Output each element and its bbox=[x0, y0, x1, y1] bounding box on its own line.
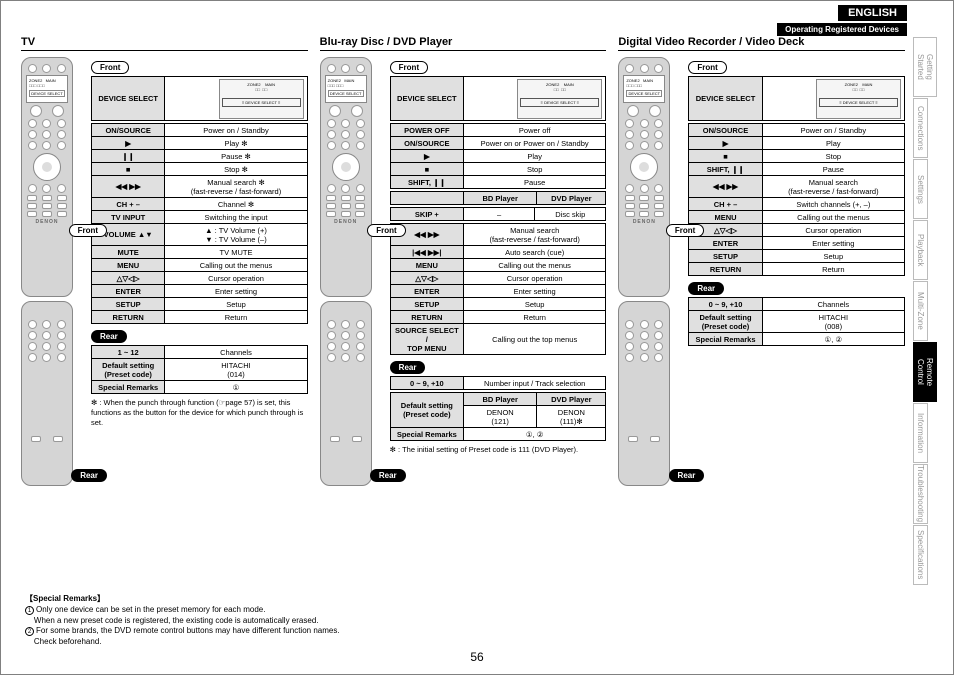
col-title: TV bbox=[21, 36, 308, 51]
side-tab[interactable]: Connections bbox=[913, 98, 928, 158]
col-title: Digital Video Recorder / Video Deck bbox=[618, 36, 905, 51]
content-columns: TV ZONE2 MAIN□□□ □□□DEVICE SELECT DENON … bbox=[21, 36, 905, 486]
side-tab[interactable]: Getting Started bbox=[913, 37, 937, 97]
rear-pill: Rear bbox=[688, 282, 724, 295]
front-pill: Front bbox=[390, 61, 428, 74]
special-remarks: 【Special Remarks】 1Only one device can b… bbox=[25, 594, 585, 648]
skip-table: SKIP +–Disc skip bbox=[390, 207, 607, 221]
device-select-panel: ZONE2 MAIN□□ □□≡ DEVICE SELECT ≡ bbox=[816, 79, 901, 119]
function-table: 1 ~ 12ChannelsDefault setting(Preset cod… bbox=[91, 345, 308, 394]
language-tag: ENGLISH bbox=[838, 5, 907, 21]
front-pill: Front bbox=[91, 61, 129, 74]
device-select-table: DEVICE SELECTZONE2 MAIN□□ □□≡ DEVICE SEL… bbox=[390, 76, 607, 121]
col-bluray: Blu-ray Disc / DVD Player ZONE2 MAIN□□□ … bbox=[320, 36, 607, 486]
side-tab[interactable]: Specifications bbox=[913, 525, 928, 585]
col-tv: TV ZONE2 MAIN□□□ □□□DEVICE SELECT DENON … bbox=[21, 36, 308, 486]
side-tab[interactable]: Remote Control bbox=[913, 342, 937, 402]
section-header: Operating Registered Devices bbox=[777, 23, 907, 36]
remote-front: ZONE2 MAIN□□□ □□□DEVICE SELECT DENON bbox=[320, 57, 372, 297]
function-table: ON/SOURCEPower on / Standby▶Play ✻❙❙Paus… bbox=[91, 123, 308, 324]
function-table: 0 ~ 9, +10ChannelsDefault setting(Preset… bbox=[688, 297, 905, 346]
split-table: BD PlayerDVD Player bbox=[390, 191, 607, 205]
side-tab[interactable]: Playback bbox=[913, 220, 928, 280]
device-select-table: DEVICE SELECTZONE2 MAIN□□ □□≡ DEVICE SEL… bbox=[688, 76, 905, 121]
page-number: 56 bbox=[470, 650, 483, 664]
col-title: Blu-ray Disc / DVD Player bbox=[320, 36, 607, 51]
rear-pill: Rear bbox=[91, 330, 127, 343]
remote-rear bbox=[618, 301, 670, 486]
function-table: ◀◀ ▶▶Manual search(fast-reverse / fast-f… bbox=[390, 223, 607, 355]
side-tab[interactable]: Information bbox=[913, 403, 928, 463]
remarks-title: 【Special Remarks】 bbox=[25, 594, 585, 605]
remote-front: ZONE2 MAIN□□□ □□□DEVICE SELECT DENON bbox=[618, 57, 670, 297]
remark-item: 2For some brands, the DVD remote control… bbox=[25, 626, 585, 648]
remark-item: 1Only one device can be set in the prese… bbox=[25, 605, 585, 627]
rear-split-table: Default setting(Preset code)BD PlayerDVD… bbox=[390, 392, 607, 441]
remote-front: ZONE2 MAIN□□□ □□□DEVICE SELECT DENON bbox=[21, 57, 73, 297]
side-tab[interactable]: Troubleshooting bbox=[913, 464, 928, 524]
rear-pill: Rear bbox=[390, 361, 426, 374]
front-pill: Front bbox=[688, 61, 726, 74]
remote-rear bbox=[320, 301, 372, 486]
device-select-table: DEVICE SELECTZONE2 MAIN□□ □□≡ DEVICE SEL… bbox=[91, 76, 308, 121]
column-note: ✻ : The initial setting of Preset code i… bbox=[390, 445, 607, 455]
manual-page: ENGLISH Operating Registered Devices Get… bbox=[0, 0, 954, 675]
function-table: POWER OFFPower offON/SOURCEPower on or P… bbox=[390, 123, 607, 189]
remote-rear bbox=[21, 301, 73, 486]
device-select-panel: ZONE2 MAIN□□ □□≡ DEVICE SELECT ≡ bbox=[219, 79, 304, 119]
col-dvr: Digital Video Recorder / Video Deck ZONE… bbox=[618, 36, 905, 486]
function-table: 0 ~ 9, +10Number input / Track selection bbox=[390, 376, 607, 390]
device-select-panel: ZONE2 MAIN□□ □□≡ DEVICE SELECT ≡ bbox=[517, 79, 602, 119]
function-table: ON/SOURCEPower on / Standby▶Play■StopSHI… bbox=[688, 123, 905, 276]
side-tabs: Getting StartedConnectionsSettingsPlayba… bbox=[913, 37, 945, 586]
side-tab[interactable]: Multi-Zone bbox=[913, 281, 928, 341]
column-note: ✻ : When the punch through function (☞pa… bbox=[91, 398, 308, 427]
side-tab[interactable]: Settings bbox=[913, 159, 928, 219]
